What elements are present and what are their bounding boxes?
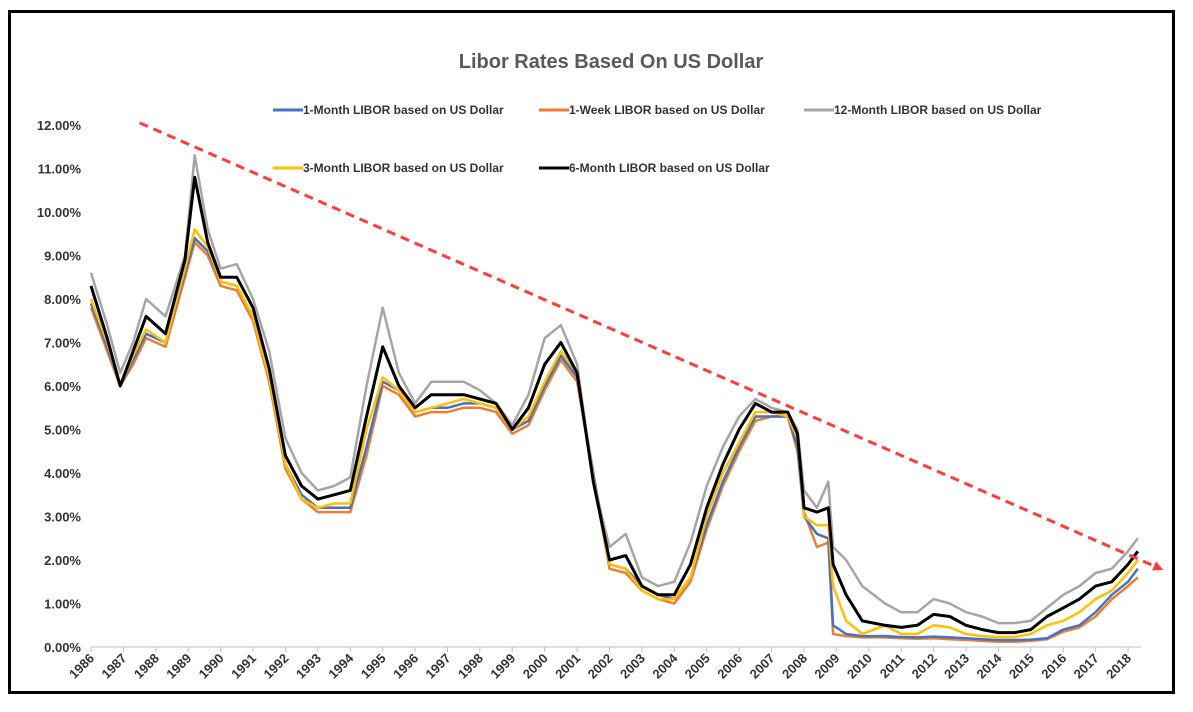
x-tick-label: 2018 [1103, 651, 1134, 682]
x-tick-label: 1988 [131, 651, 162, 682]
y-tick-label: 0.00% [44, 640, 81, 655]
series-line-4 [89, 175, 1140, 635]
libor-line-chart: Libor Rates Based On US Dollar 1-Month L… [37, 51, 1164, 682]
series-line-3 [89, 228, 1139, 639]
legend-item: 1-Month LIBOR based on US Dollar [273, 103, 504, 117]
x-tick-label: 2000 [520, 651, 551, 682]
y-tick-label: 12.00% [37, 118, 82, 133]
x-tick-label: 1987 [98, 651, 129, 682]
y-tick-label: 2.00% [44, 553, 81, 568]
x-tick-label: 2007 [747, 651, 778, 682]
trendline [139, 121, 1164, 571]
chart-frame: Libor Rates Based On US Dollar 1-Month L… [8, 10, 1175, 694]
legend-item: 3-Month LIBOR based on US Dollar [273, 161, 504, 175]
legend-item: 1-Week LIBOR based on US Dollar [539, 103, 765, 117]
x-tick-label: 1989 [163, 651, 194, 682]
y-tick-label: 7.00% [44, 336, 81, 351]
legend-label: 1-Week LIBOR based on US Dollar [569, 103, 765, 117]
legend-label: 3-Month LIBOR based on US Dollar [303, 161, 504, 175]
x-tick-label: 1996 [390, 651, 421, 682]
x-tick-label: 1992 [261, 651, 292, 682]
y-tick-label: 10.00% [37, 205, 82, 220]
chart-title: Libor Rates Based On US Dollar [459, 51, 764, 73]
x-tick-label: 1999 [487, 651, 518, 682]
x-tick-label: 2004 [649, 650, 681, 682]
series-line-1 [89, 241, 1139, 644]
y-tick-label: 8.00% [44, 292, 81, 307]
y-tick-label: 5.00% [44, 423, 81, 438]
legend-item: 12-Month LIBOR based on US Dollar [804, 103, 1042, 117]
x-tick-label: 2009 [811, 651, 842, 682]
x-tick-label: 2003 [617, 651, 648, 682]
legend-label: 6-Month LIBOR based on US Dollar [569, 161, 770, 175]
y-axis: 0.00% 1.00% 2.00% 3.00% 4.00% 5.00% 6.00% 7.00%… [37, 118, 82, 655]
legend-label: 1-Month LIBOR based on US Dollar [303, 103, 504, 117]
y-tick-label: 9.00% [44, 249, 81, 264]
x-tick-label: 1994 [325, 650, 357, 682]
x-tick-label: 2013 [941, 651, 972, 682]
x-tick-label: 1991 [228, 651, 259, 682]
x-tick-label: 2010 [844, 651, 875, 682]
y-tick-label: 1.00% [44, 597, 81, 612]
x-tick-label: 1995 [358, 651, 389, 682]
x-tick-label: 2014 [973, 650, 1005, 682]
x-tick-label: 2016 [1038, 651, 1069, 682]
x-tick-label: 2005 [682, 651, 713, 682]
y-tick-label: 3.00% [44, 510, 81, 525]
x-axis: 1986 1987 1988 1989 1990 1991 1992 1993 1994 1995… [66, 646, 1141, 682]
trendline-arrow [139, 121, 1164, 571]
legend: 1-Month LIBOR based on US Dollar 1-Week L… [273, 103, 1042, 175]
x-tick-label: 1993 [293, 651, 324, 682]
x-tick-label: 1990 [196, 651, 227, 682]
plot-area [89, 154, 1140, 644]
x-tick-label: 2001 [552, 651, 583, 682]
y-tick-label: 6.00% [44, 379, 81, 394]
x-tick-label: 2006 [714, 651, 745, 682]
series-line-2 [89, 154, 1139, 625]
x-tick-label: 2002 [585, 651, 616, 682]
legend-item: 6-Month LIBOR based on US Dollar [539, 161, 770, 175]
x-tick-label: 2008 [779, 651, 810, 682]
legend-label: 12-Month LIBOR based on US Dollar [834, 103, 1042, 117]
x-tick-label: 2011 [877, 651, 908, 682]
x-tick-label: 2012 [909, 651, 940, 682]
x-tick-label: 1997 [423, 651, 454, 682]
x-tick-label: 2017 [1071, 651, 1102, 682]
x-tick-label: 1986 [66, 651, 97, 682]
x-tick-label: 1998 [455, 651, 486, 682]
x-tick-label: 2015 [1006, 651, 1037, 682]
y-tick-label: 11.00% [38, 162, 82, 177]
y-tick-label: 4.00% [44, 466, 81, 481]
